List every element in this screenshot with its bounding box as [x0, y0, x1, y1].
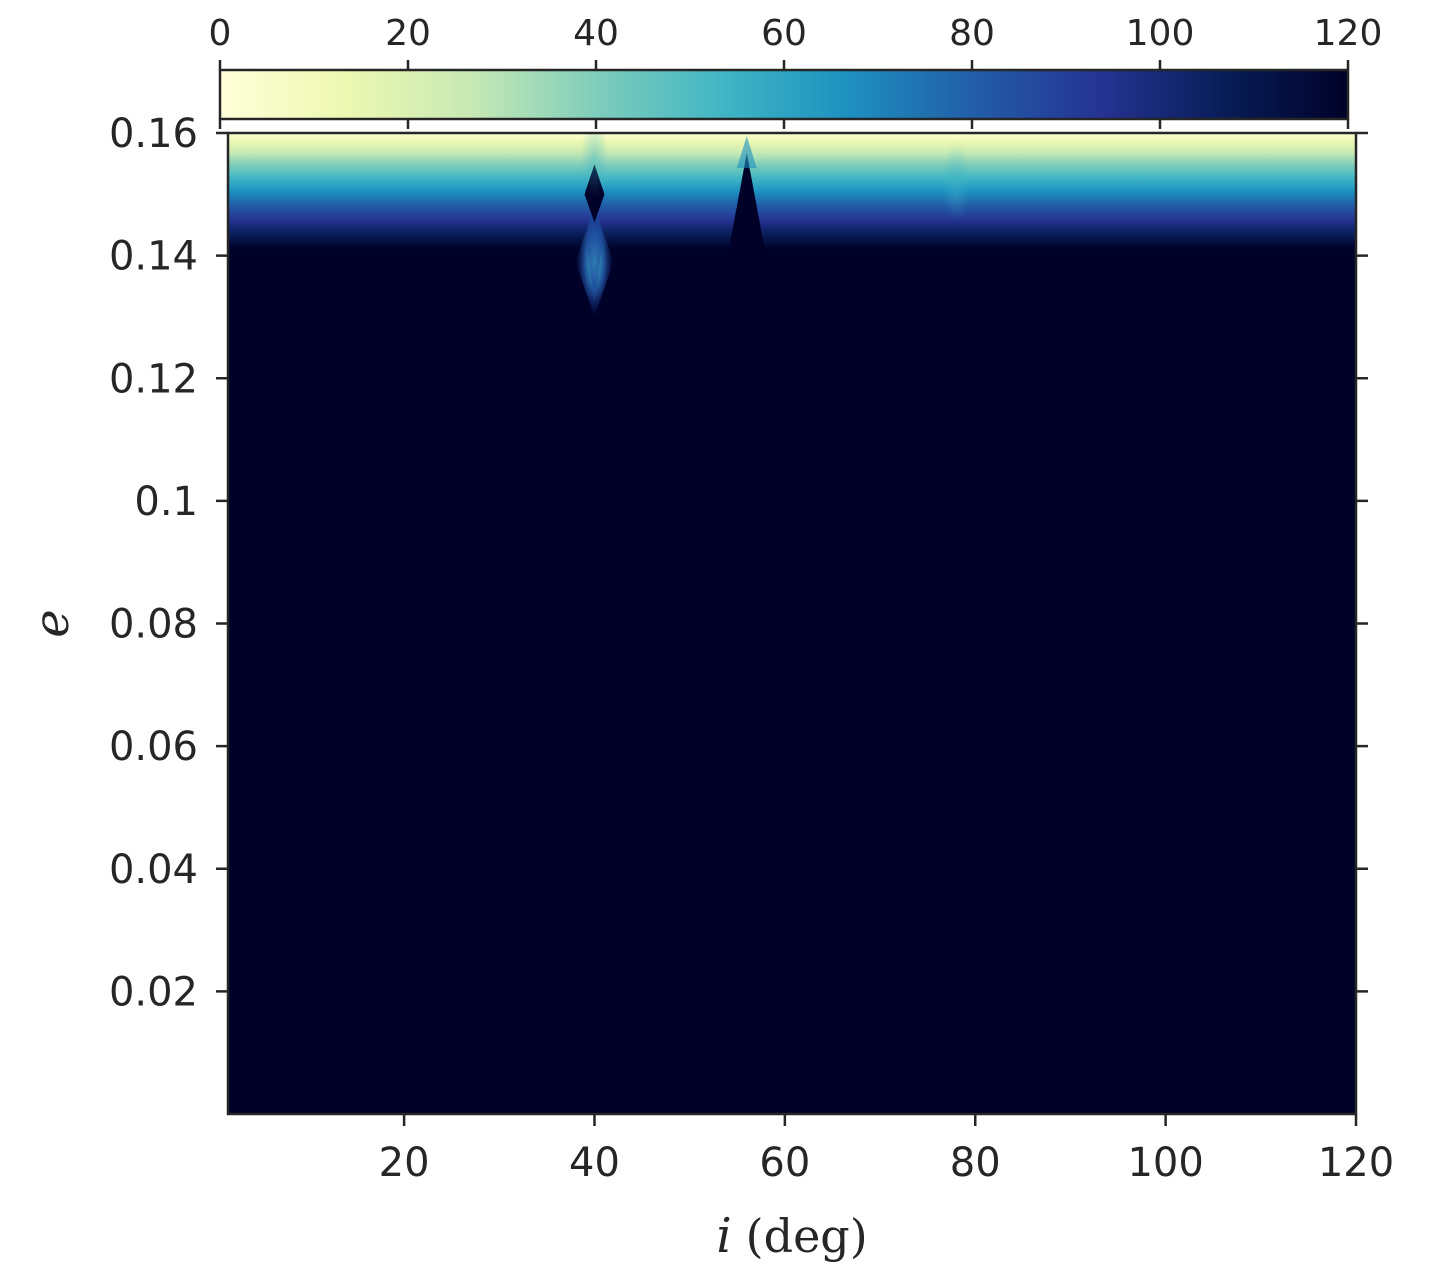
colorbar-tick-label: 0 [209, 13, 232, 54]
y-tick-label: 0.12 [109, 356, 198, 402]
x-tick-label: 60 [759, 1140, 810, 1186]
heatmap-features [575, 133, 971, 317]
colorbar-tick-label: 80 [949, 13, 995, 54]
y-tick-label: 0.04 [109, 847, 198, 893]
x-tick-label: 100 [1127, 1140, 1203, 1186]
colorbar-tick-label: 60 [761, 13, 807, 54]
y-tick-label: 0.08 [109, 602, 198, 648]
heatmap-band [228, 133, 1356, 250]
x-tick-label: 20 [379, 1140, 430, 1186]
y-tick-label: 0.02 [109, 969, 198, 1015]
y-tick-label: 0.1 [134, 479, 198, 525]
heatmap-peak [728, 153, 765, 250]
plot-area: 20 40 60 80 100 120 0.020.040.060.080.10.120.… [109, 111, 1394, 1186]
heatmap-peak-rim [736, 136, 757, 169]
y-tick-label: 0.16 [109, 111, 198, 157]
y-axis-ticks: 0.02 0.04 0.06 0.08 0.1 0.12 0.14 0.16 [109, 111, 1368, 1015]
colorbar-ticks: 0 20 40 60 80 100 120 [209, 13, 1383, 129]
heatmap-field [228, 133, 1356, 1114]
heatmap-dip [942, 142, 971, 223]
colorbar: 0 20 40 60 80 100 120 [209, 13, 1383, 129]
heatmap-spike-core [586, 181, 603, 302]
colorbar-tick-label: 20 [385, 13, 431, 54]
x-axis-label-symbol: i [716, 1208, 731, 1264]
x-axis-label-unit: (deg) [746, 1209, 868, 1263]
colorbar-tick-label: 100 [1126, 13, 1195, 54]
x-tick-label: 40 [569, 1140, 620, 1186]
heatmap-background [228, 133, 1356, 1114]
colorbar-tick-label: 40 [573, 13, 619, 54]
heatmap-dip [580, 133, 609, 198]
colorbar-tick-label: 120 [1314, 13, 1383, 54]
y-axis-label: e [24, 609, 80, 637]
x-tick-label: 120 [1318, 1140, 1394, 1186]
y-tick-label: 0.06 [109, 724, 198, 770]
x-tick-label: 80 [950, 1140, 1001, 1186]
y-tick-label: 0.14 [109, 234, 198, 280]
x-axis-label: i (deg) [716, 1208, 867, 1264]
x-axis-ticks: 20 40 60 80 100 120 [379, 1114, 1394, 1186]
colorbar-gradient [218, 68, 1350, 121]
